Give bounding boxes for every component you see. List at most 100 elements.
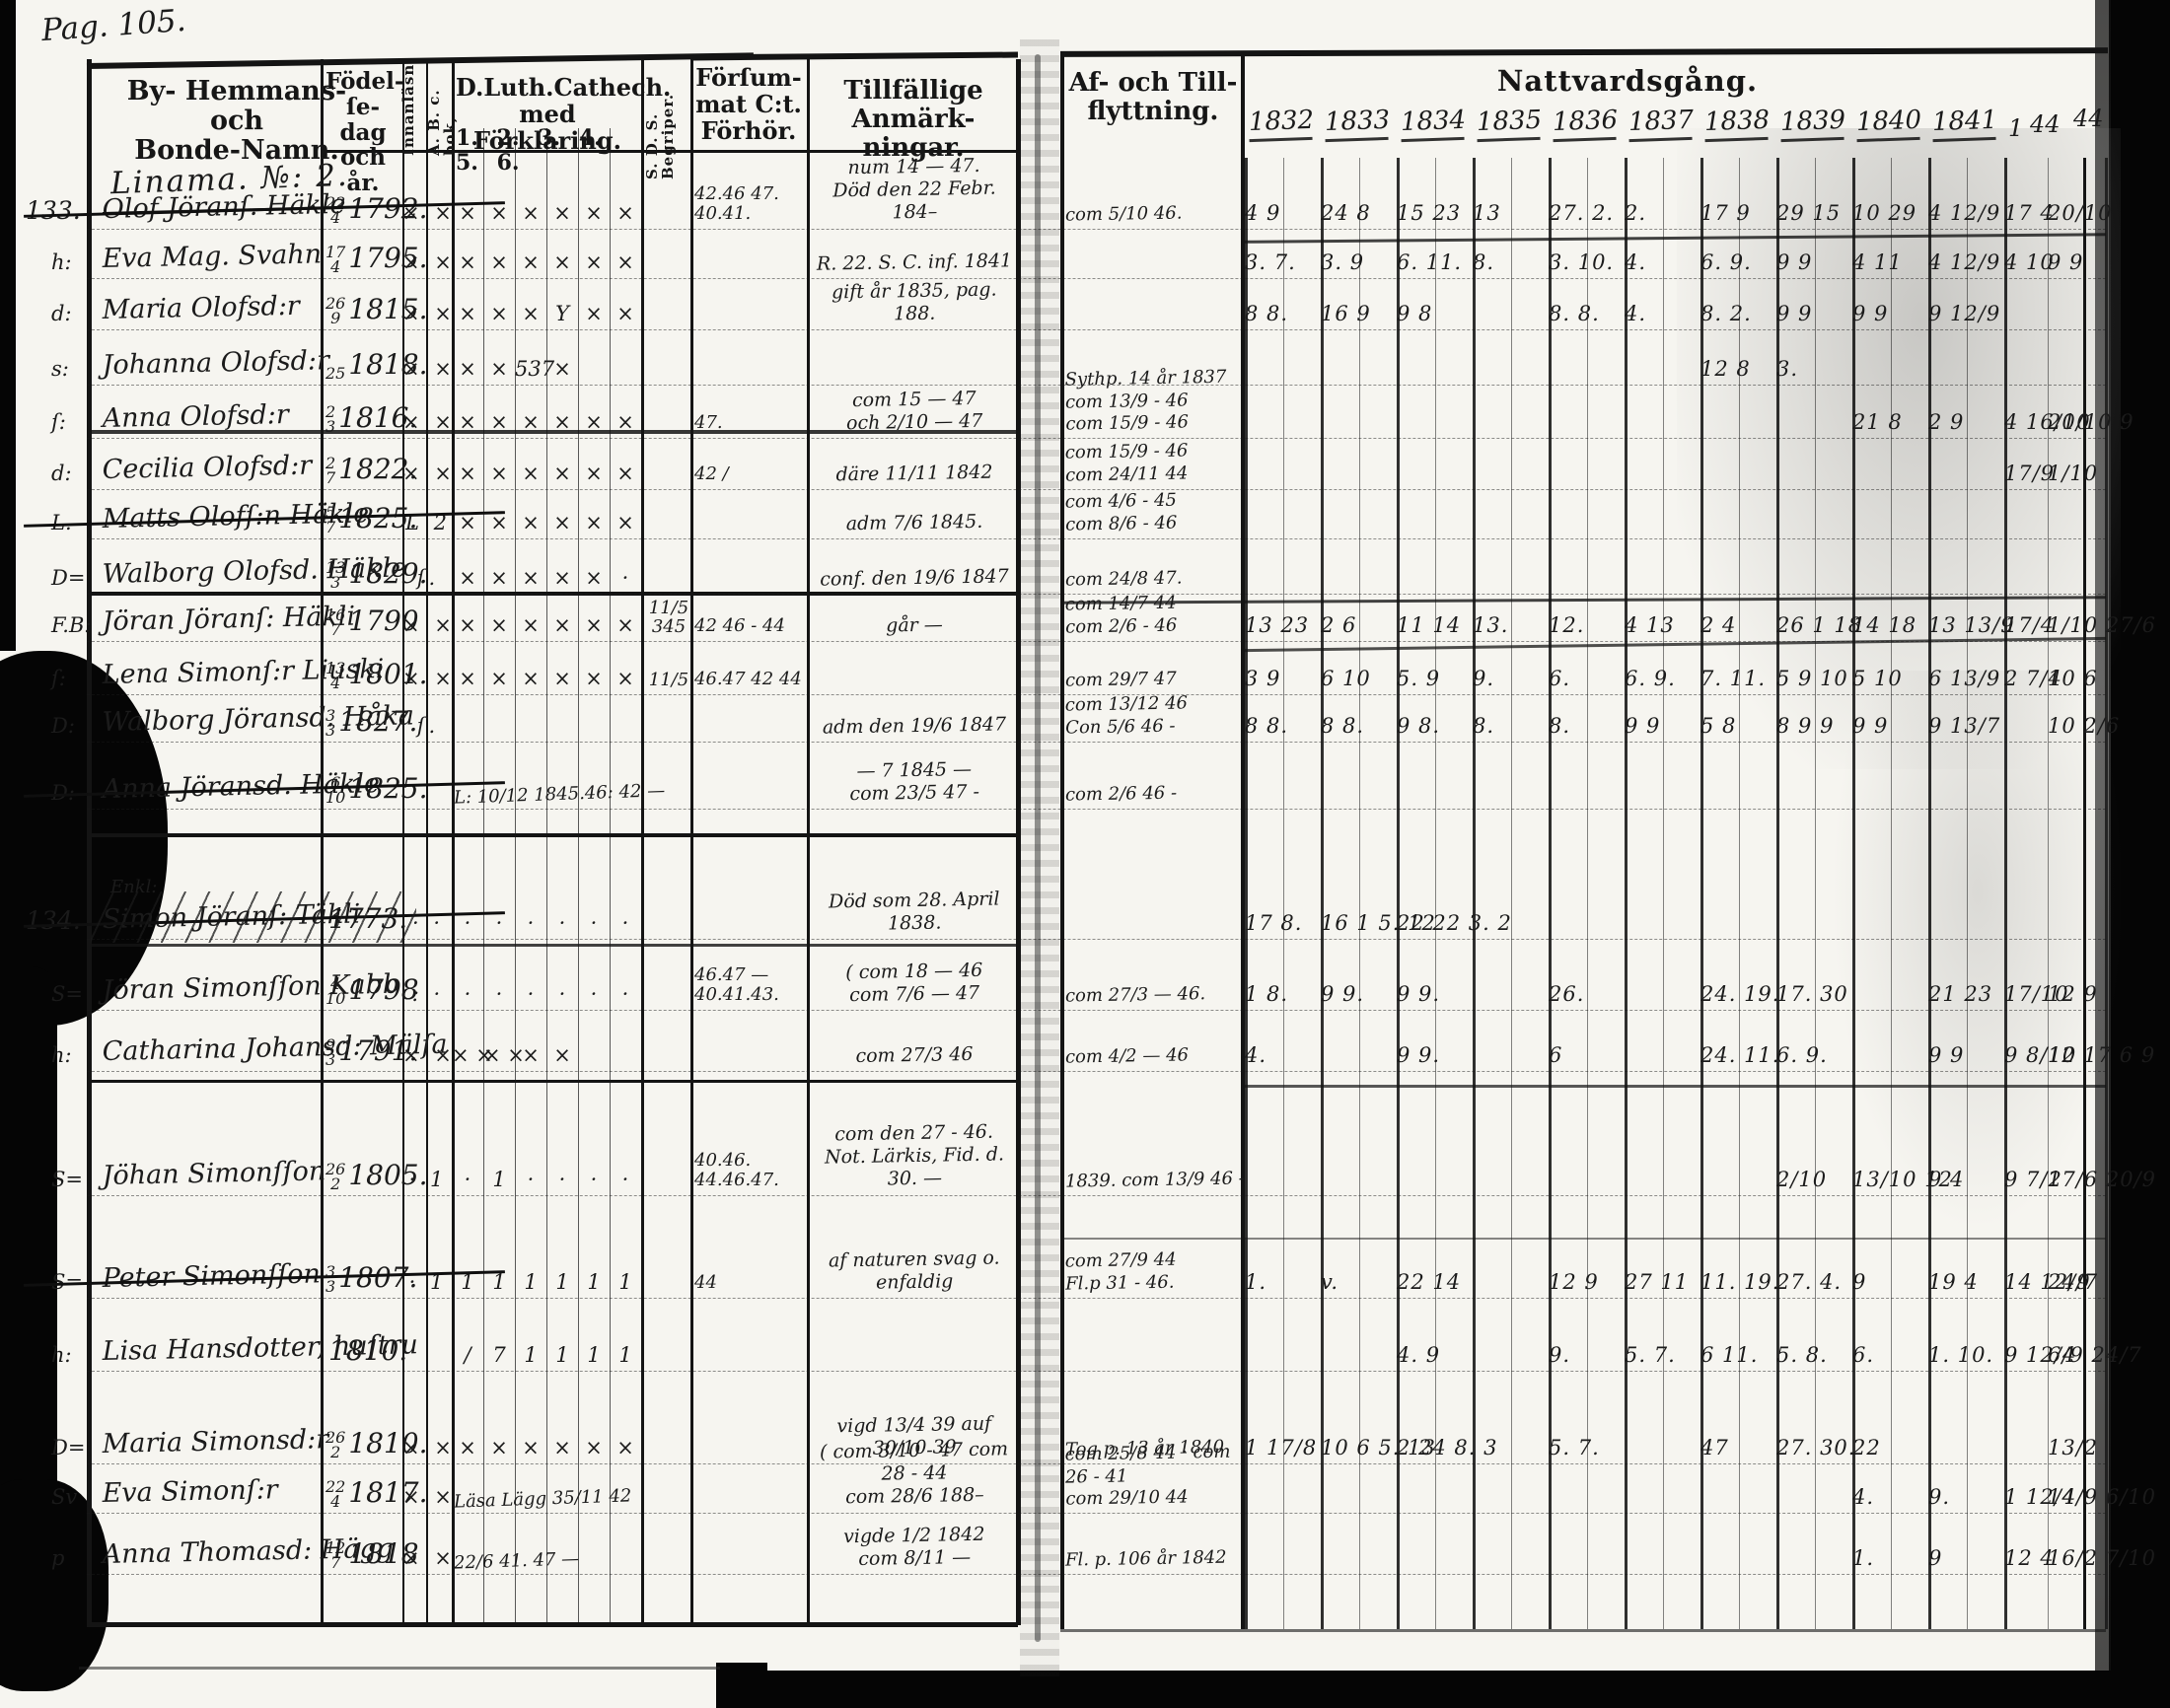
communion-cell: 12 9 <box>2048 982 2098 1006</box>
migration-line: com 13/12 46 <box>1064 692 1189 716</box>
communion-cell: 10 6 5. 13 <box>1321 1436 1436 1459</box>
communion-cell: 16 1 5. 12 <box>1321 911 1436 935</box>
communion-cell: 1. <box>1245 1270 1267 1294</box>
catechism-mark: × <box>585 613 603 637</box>
col-rule <box>546 128 547 1625</box>
migration-line: com 4/6 - 45 <box>1064 489 1178 513</box>
communion-cell: 11 14 <box>1397 613 1462 637</box>
catechism-mark: × <box>459 357 476 381</box>
communion-cell: 12 8 <box>1700 357 1751 381</box>
margin-mark: D= <box>51 566 86 590</box>
birth-year: 1795. <box>348 242 428 274</box>
missed-exam-entry: 44 <box>694 1273 805 1294</box>
communion-cell: 6. 9. <box>1776 1043 1828 1067</box>
remark-line: com 7/6 — 47 <box>849 981 980 1006</box>
communion-cell: 9. <box>1928 1485 1951 1509</box>
birth-date: 6 10 1825. <box>326 772 428 805</box>
birth-year: 1825. <box>348 772 428 805</box>
migration-entry: com 13/12 46 Con 5/6 46 - <box>1065 691 1246 739</box>
migration-line: com 15/9 - 46 <box>1064 440 1189 463</box>
remark-line: adm 7/6 1845. <box>845 510 983 535</box>
migration-entry: com 27/9 44 Fl.p 31 - 46. <box>1065 1247 1246 1295</box>
communion-cell: 24. 19. <box>1700 982 1780 1006</box>
book-gutter-fold <box>1035 54 1041 1642</box>
remarks-entry: ( com 3/10 - 47 com 28 - 44 com 28/6 188… <box>808 1439 1020 1511</box>
migration-line <box>1065 933 1245 936</box>
migration-line: Fl. p. 106 år 1842 <box>1064 1546 1227 1571</box>
migration-line: com 29/10 44 <box>1065 1485 1189 1510</box>
communion-cell: 9 8/10 <box>2004 1043 2077 1067</box>
margin-mark: h: <box>51 1043 72 1067</box>
rule-separator <box>87 592 1018 596</box>
communion-cell: 22 <box>1852 1436 1881 1459</box>
migration-entry: com 5/10 46. <box>1065 201 1245 227</box>
birth-day: 12 <box>326 1537 346 1557</box>
communion-cell: 6 13/9 <box>1928 667 2001 690</box>
birth-year: 1822. <box>338 453 418 485</box>
remark-line <box>809 688 1020 692</box>
catechism-mark: × <box>553 667 571 690</box>
communion-cell: 6. 9. <box>1700 250 1752 274</box>
col-rule <box>2083 158 2086 1629</box>
abc-marks: ſ. <box>416 566 440 590</box>
catechism-mark: 1 <box>524 1343 538 1367</box>
scan-edge-left <box>0 0 16 651</box>
table-row: h: Catharina Johansd: Mälſa 9 3 1791. × … <box>51 1010 2154 1072</box>
catechism-mark: 1 <box>618 1343 632 1367</box>
catechism-mark: · <box>464 911 471 935</box>
migration-line <box>1065 1365 1245 1368</box>
remarks-entry: däre 11/11 1842 <box>809 461 1020 487</box>
remarks-entry: — 7 1845 — com 23/5 47 - <box>809 757 1021 807</box>
column-header-missed-exam: Förſum- mat C:t. Förhör. <box>695 63 802 145</box>
communion-cell: 22 22 3. 2 <box>1397 911 1512 935</box>
col-rule <box>402 59 404 1625</box>
communion-cell: 8. 2. <box>1700 302 1752 325</box>
communion-cell: 26 1 18 <box>1776 613 1863 637</box>
migration-line: com 24/8 47. <box>1064 567 1183 591</box>
catechism-mark: × <box>616 511 634 534</box>
birth-day: 26 <box>326 1427 346 1447</box>
table-row: 133. Olof Jöranſ. Häkle 22 4 1792. × × ×… <box>24 155 2112 230</box>
hatch-marks <box>91 891 416 943</box>
communion-cell: 24 8 <box>1321 201 1371 225</box>
catechism-mark: × <box>616 201 634 225</box>
communion-cell: 13 23 <box>1245 613 1310 637</box>
birth-date: 2 3 1816. <box>326 401 417 434</box>
communion-cell: 3 9 <box>1245 667 1281 690</box>
communion-year-label: 1833 <box>1324 106 1391 143</box>
remarks-entry: num 14 — 47. Död den 22 Febr. 184– <box>808 155 1020 227</box>
table-row: ſ: Lena Simonſ:r Liuski 13 4 1801. × × ×… <box>51 641 2106 695</box>
table-row: h: Lisa Hansdotter, huſtru 1810. / 7 1 1… <box>51 1298 2141 1372</box>
table-row: L. Matts Olofſ:n Häkle 5 7 1825. L 2 × ×… <box>24 489 2106 539</box>
abc-marks: × × <box>402 1546 456 1570</box>
communion-cell: 9 9 <box>1852 714 1889 738</box>
communion-cell: 4 13 <box>1625 613 1675 637</box>
remarks-entry: adm 7/6 1845. <box>809 510 1020 536</box>
remarks-entry: af naturen svag o. enfaldig <box>809 1246 1021 1296</box>
communion-cell: 5. 9 <box>1397 667 1441 690</box>
catechism-mark: 1 <box>461 1270 474 1294</box>
catechism-mark: × <box>522 566 540 590</box>
remark-line: ( com 18 — 46 <box>845 959 983 983</box>
communion-cell: 9 8 <box>1397 302 1433 325</box>
catechism-mark: × <box>459 462 476 485</box>
birth-month: 7 <box>330 1552 341 1572</box>
rule-separator <box>87 1622 1018 1627</box>
migration-line <box>1065 272 1245 275</box>
communion-cell: 6 11. <box>1700 1343 1759 1367</box>
communion-cell: 6 10 <box>1321 667 1371 690</box>
remarks-entry <box>809 1365 1020 1369</box>
birth-month: 4 <box>330 673 341 692</box>
communion-cell: 1. 10. <box>1928 1343 1994 1367</box>
birth-day: 3 <box>326 705 336 725</box>
catechism-mark: × <box>522 511 540 534</box>
margin-mark: Sv <box>51 1485 78 1509</box>
table-row: d: Maria Olofsd:r 26 9 1815. × × × × × Y… <box>51 278 2106 330</box>
catechism-mark: · <box>590 1168 598 1191</box>
catechism-mark: × <box>616 1436 634 1459</box>
catechism-mark: · <box>621 982 629 1006</box>
table-row: D= Walborg Olofsd. Häkle 13 3 1829. ſ. ×… <box>51 538 2106 595</box>
table-row: D: Anna Jöransd. Häkle 6 10 1825. L: 10/… <box>24 742 2106 810</box>
migration-line: Con 5/6 46 - <box>1065 715 1176 739</box>
table-row: S= Peter Simonſſon 3 3 1807. · 1 1 1 1 1… <box>24 1246 2106 1299</box>
